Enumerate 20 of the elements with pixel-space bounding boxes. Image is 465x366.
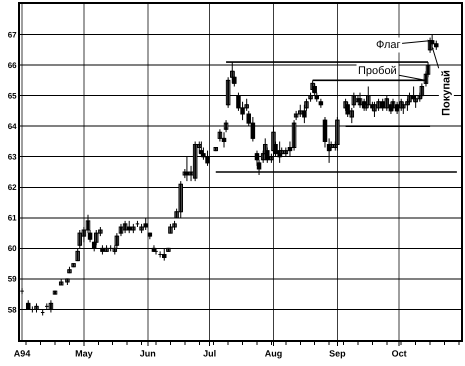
y-tick-label: 60 — [8, 244, 18, 254]
y-tick-label: 61 — [8, 214, 18, 223]
y-tick-label: 59 — [8, 274, 18, 284]
y-tick-label: 58 — [8, 305, 18, 314]
x-tick-label: Oct — [392, 348, 407, 359]
x-tick-label: May — [75, 348, 93, 359]
y-tick-label: 65 — [8, 91, 18, 100]
y-tick-label: 64 — [8, 122, 18, 131]
annotation: Флаг — [376, 39, 401, 51]
x-tick-label: Sep — [329, 348, 346, 359]
y-tick-label: 66 — [8, 60, 18, 70]
annotation: Покупай — [440, 70, 452, 116]
y-tick-label: 63 — [8, 152, 18, 162]
x-tick-label: Jul — [203, 348, 216, 359]
x-tick-label: A94 — [14, 348, 30, 359]
x-tick-label: Jun — [140, 348, 156, 359]
y-tick-label: 62 — [8, 183, 18, 192]
y-tick-label: 67 — [8, 30, 18, 40]
x-tick-label: Aug — [264, 348, 282, 359]
annotation: Пробой — [358, 65, 397, 77]
